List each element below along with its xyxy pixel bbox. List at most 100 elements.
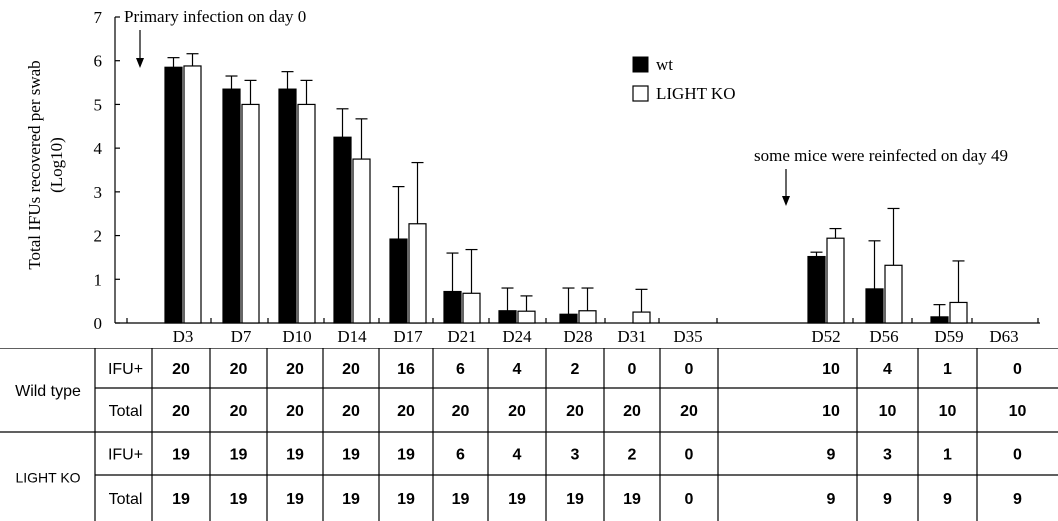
bar-light-ko [949,301,968,324]
bar-light-ko [632,311,651,324]
bar-wt [333,136,352,324]
table-cell: 20 [508,403,526,420]
bar-light-ko [297,103,316,324]
table-cell: 19 [623,491,641,508]
table-cell: 20 [230,403,248,420]
y-tick-label: 2 [94,227,103,246]
table-cell: 19 [230,447,248,464]
bar-light-ko [408,223,427,324]
table-cell: 19 [508,491,526,508]
legend-label-wt: wt [656,55,673,74]
bar-light-ko [578,310,597,324]
y-tick-label: 4 [94,139,103,158]
y-axis-label: Total IFUs recovered per swab [25,60,44,269]
table-cell: 1 [943,361,952,378]
bar-wt [443,290,462,324]
x-tick-label: D7 [231,327,252,346]
x-tick-label: D31 [617,327,646,346]
y-tick-label: 3 [94,183,103,202]
table-row-label: Total [109,403,143,420]
table-cell: 19 [286,447,304,464]
table-cell: 9 [827,447,836,464]
table-cell: 20 [623,403,641,420]
x-tick-label: D35 [673,327,702,346]
table-cell: 0 [685,361,694,378]
bar-wt [164,66,183,324]
table-cell: 20 [397,403,415,420]
x-tick-label: D24 [502,327,532,346]
table-cell: 19 [397,491,415,508]
table-cell: 20 [566,403,584,420]
arrow-reinfection-icon [782,169,790,206]
table-cell: 10 [1009,403,1027,420]
table-cell: 2 [571,361,580,378]
legend-swatch-wt [632,56,649,73]
table-grid [0,348,1058,521]
table-cell: 3 [883,447,892,464]
table-cell: 20 [172,361,190,378]
table-cell: 20 [286,403,304,420]
x-tick-label: D10 [282,327,311,346]
legend: wt LIGHT KO [632,55,735,103]
table-cell: 4 [513,361,522,378]
bar-chart: 0 1 2 3 4 5 6 7 D3 D7 D10 D14 D17 D21 D24 D28 D31 D35 D52… [25,7,1040,346]
table-cell: 3 [571,447,580,464]
x-tick-label: D14 [337,327,367,346]
y-tick-label: 1 [94,270,103,289]
table-cell: 19 [342,447,360,464]
bar-wt [222,88,241,324]
legend-swatch-light-ko [632,85,649,102]
y-tick-label: 6 [94,52,103,71]
x-tick-label: D52 [811,327,840,346]
bar-light-ko [241,103,260,324]
table-cell: 0 [685,447,694,464]
table-cell: 10 [879,403,897,420]
table-cell: 4 [883,361,892,378]
table-group-label: Wild type [15,383,81,400]
table-cell: 10 [939,403,957,420]
bar-wt [389,238,408,324]
bar-wt [865,288,884,324]
bar-light-ko [884,264,903,324]
table-cell: 9 [1013,491,1022,508]
y-tick-label: 7 [94,8,103,27]
table-cell: 20 [452,403,470,420]
table-row-label: IFU+ [108,447,143,464]
bar-wt [930,316,949,324]
x-tick-label: D28 [563,327,592,346]
table-cell: 0 [685,491,694,508]
table-group-label: LIGHT KO [15,470,80,486]
y-axis: 0 1 2 3 4 5 6 7 [94,8,120,333]
table-cell: 19 [452,491,470,508]
table-cell: 9 [943,491,952,508]
annotation-reinfection: some mice were reinfected on day 49 [754,146,1008,165]
table-cell: 9 [883,491,892,508]
table-cell: 4 [513,447,522,464]
table-cell: 19 [172,447,190,464]
table-cell: 20 [172,403,190,420]
table-cell: 20 [230,361,248,378]
arrow-primary-icon [136,30,144,68]
bar-light-ko [517,310,536,324]
table-row-label: Total [109,491,143,508]
bars-layer [164,53,968,324]
table-cell: 20 [286,361,304,378]
table-cell: 6 [456,361,465,378]
table-cell: 0 [1013,361,1022,378]
table-cell: 2 [628,447,637,464]
table-cell: 20 [680,403,698,420]
table-cell: 19 [397,447,415,464]
table-cell: 16 [397,361,415,378]
table-cell: 0 [1013,447,1022,464]
table-cell: 0 [628,361,637,378]
table-cell: 6 [456,447,465,464]
x-tick-label: D59 [934,327,963,346]
bar-light-ko [183,65,202,324]
legend-label-light-ko: LIGHT KO [656,84,735,103]
table-cell: 1 [943,447,952,464]
bar-light-ko [462,292,481,324]
x-tick-label: D21 [447,327,476,346]
table-cell: 20 [342,361,360,378]
y-tick-label: 5 [94,95,103,114]
